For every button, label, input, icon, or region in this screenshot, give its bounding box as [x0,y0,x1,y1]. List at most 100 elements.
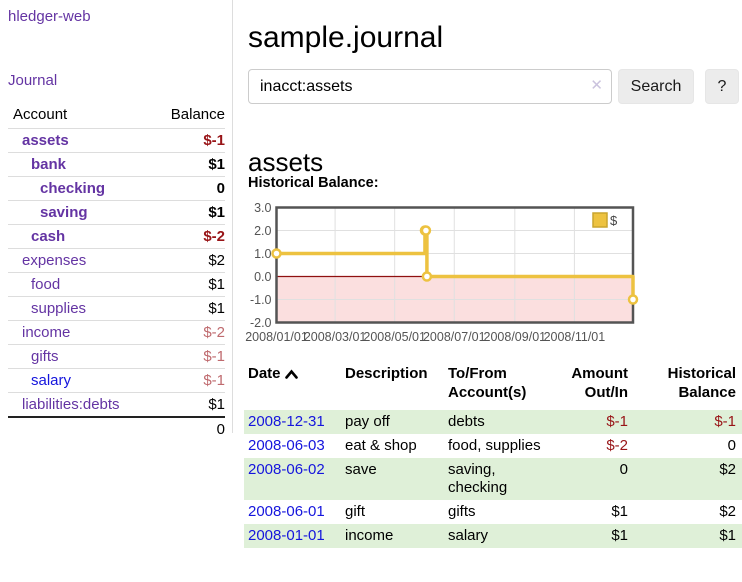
account-row: checking 0 [8,176,225,201]
transaction-date-link[interactable]: 2008-06-02 [248,461,325,478]
clear-search-icon[interactable]: ✕ [590,77,603,94]
data-point-marker [627,294,639,305]
account-balance: $-1 [149,368,225,393]
transaction-balance: 0 [727,437,736,454]
accounts-column-header: Account [8,104,150,129]
account-link[interactable]: salary [31,372,72,389]
y-axis-tick-label: 3.0 [254,201,271,215]
transaction-amount: $-1 [606,413,628,430]
help-button[interactable]: ? [705,69,739,104]
transaction-row: 2008-06-03 eat & shop food, supplies $-2… [244,434,742,458]
account-link[interactable]: income [22,324,71,341]
y-axis-tick-label: 2.0 [254,224,271,238]
x-axis-tick-label: 2008/05/01 [363,330,426,344]
transaction-row: 2008-06-01 gift gifts $1 $2 [244,500,742,524]
sort-ascending-icon [284,365,298,384]
transaction-description: pay off [345,413,390,430]
balance-chart: $3.0 2.0 1.0 0.0 -1.0 -2.02008/01/012008/03/0… [245,201,639,344]
transaction-amount: $-2 [606,437,628,454]
date-column-header: Date [244,362,341,410]
search-bar: ✕ Search ? [248,69,739,104]
sidebar-item-journal[interactable]: Journal [8,72,58,89]
data-point-marker [420,225,432,236]
x-axis-tick-label: 2008/01/01 [245,330,308,344]
transaction-amount: 0 [619,461,628,478]
account-row: bank $1 [8,152,225,177]
account-row: liabilities:debts $1 [8,392,225,417]
x-axis-tick-label: 2008/03/01 [304,330,367,344]
y-axis-tick-label: -1.0 [250,293,272,307]
transaction-balance: $1 [719,527,736,544]
account-link[interactable]: liabilities:debts [22,396,120,413]
app-title-link[interactable]: hledger-web [8,8,91,25]
y-axis-tick-label: 1.0 [254,247,271,261]
transaction-date-link[interactable]: 2008-06-03 [248,437,325,454]
transaction-amount: $1 [611,503,628,520]
account-link[interactable]: checking [40,180,106,197]
account-row: gifts $-1 [8,344,225,369]
legend-swatch [592,212,608,228]
transaction-accounts: debts [448,413,485,430]
data-point-marker [271,248,282,259]
sidebar-accounts-table: Account Balance assets $-1 bank $1 check… [8,104,225,441]
account-balance: $1 [149,392,225,417]
transaction-row: 2008-12-31 pay off debts $-1 $-1 [244,410,742,434]
transaction-accounts: salary [448,527,489,544]
account-balance: $1 [149,296,225,321]
account-link[interactable]: cash [31,228,66,245]
y-axis-tick-label: 0.0 [254,270,271,284]
account-row: assets $-1 [8,129,225,153]
transaction-row: 2008-01-01 income salary $1 $1 [244,524,742,548]
account-balance: $1 [149,272,225,297]
transaction-accounts: food, supplies [448,437,541,454]
x-axis-tick-label: 2008/09/01 [484,330,547,344]
account-balance: $-2 [149,224,225,249]
transaction-date-link[interactable]: 2008-12-31 [248,413,325,430]
account-link[interactable]: bank [31,156,67,173]
amount-column-header: Amount Out/In [571,365,628,401]
balance-column-header: Balance [149,104,225,129]
y-axis-tick-label: -2.0 [250,316,272,330]
register-header-row: Date Description To/From Account(s) Amoun… [244,362,742,410]
register-table: Date Description To/From Account(s) Amoun… [244,362,742,548]
legend-label: $ [610,213,618,228]
register-rows: 2008-12-31 pay off debts $-1 $-1 2008-06… [244,410,742,548]
account-balance: $-2 [149,320,225,345]
transaction-description: gift [345,503,366,520]
sidebar-total-row: 0 [8,416,225,441]
transaction-date-link[interactable]: 2008-06-01 [248,503,325,520]
transaction-description: eat & shop [345,437,417,454]
account-link[interactable]: saving [40,204,88,221]
account-row: food $1 [8,272,225,297]
accounts-column-header: To/From Account(s) [448,365,527,401]
search-button[interactable]: Search [618,69,694,104]
description-column-header: Description [345,365,428,382]
transaction-balance: $2 [719,503,736,520]
account-row: income $-2 [8,320,225,345]
page-title: sample.journal [248,21,444,55]
sidebar-account-rows: assets $-1 bank $1 checking 0 saving $1 … [8,129,225,441]
account-balance: $-1 [203,132,225,149]
account-link[interactable]: assets [22,132,69,149]
search-input[interactable] [248,69,612,104]
account-row: salary $-1 [8,368,225,393]
plot-border [275,206,635,324]
account-row: supplies $1 [8,296,225,321]
balance-column-header: Historical Balance [667,365,736,401]
sidebar-total-balance: 0 [149,416,225,441]
account-link[interactable]: expenses [22,252,87,269]
transaction-balance: $2 [719,461,736,478]
account-row: cash $-2 [8,224,225,249]
transaction-accounts: gifts [448,503,476,520]
account-balance: $1 [149,200,225,225]
account-row: expenses $2 [8,248,225,273]
chart-title: Historical Balance: [248,175,379,191]
account-row: saving $1 [8,200,225,225]
transaction-accounts: saving, checking [448,461,508,496]
transaction-description: save [345,461,377,478]
account-link[interactable]: food [31,276,61,293]
transaction-date-link[interactable]: 2008-01-01 [248,527,325,544]
account-link[interactable]: gifts [31,348,59,365]
account-link[interactable]: supplies [31,300,87,317]
transaction-row: 2008-06-02 save saving, checking 0 $2 [244,458,742,500]
